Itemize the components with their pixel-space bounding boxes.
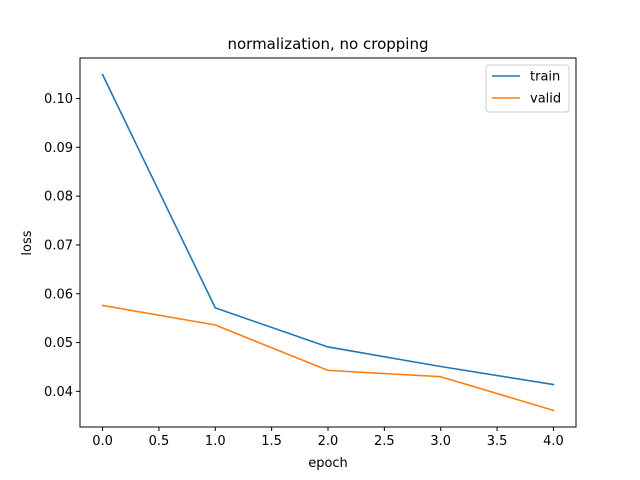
x-axis-label: epoch bbox=[308, 456, 348, 471]
y-tick-label: 0.10 bbox=[44, 92, 73, 107]
x-tick-label: 4.0 bbox=[543, 434, 564, 449]
y-tick-label: 0.04 bbox=[44, 385, 73, 400]
y-tick-label: 0.06 bbox=[44, 287, 73, 302]
legend-label-train: train bbox=[530, 70, 560, 85]
x-tick-label: 0.0 bbox=[92, 434, 113, 449]
legend-entries: train valid bbox=[492, 70, 561, 107]
legend-label-valid: valid bbox=[530, 92, 561, 107]
x-tick-label: 2.0 bbox=[318, 434, 339, 449]
y-tick-label: 0.07 bbox=[44, 238, 73, 253]
x-tick-label: 3.0 bbox=[430, 434, 451, 449]
y-axis-ticks: 0.04 0.05 0.06 0.07 0.08 0.09 0.10 bbox=[44, 92, 80, 400]
legend: train valid bbox=[485, 64, 570, 113]
plot-lines bbox=[101, 73, 555, 412]
x-tick-label: 1.5 bbox=[261, 434, 282, 449]
x-tick-label: 2.5 bbox=[374, 434, 395, 449]
series-line-train bbox=[101, 73, 555, 386]
x-tick-label: 3.5 bbox=[487, 434, 508, 449]
y-tick-label: 0.08 bbox=[44, 190, 73, 205]
y-axis-label: loss bbox=[20, 230, 35, 255]
plot-frame bbox=[79, 57, 577, 428]
y-tick-label: 0.05 bbox=[44, 336, 73, 351]
series-line-valid bbox=[101, 304, 555, 412]
x-axis-ticks: 0.0 0.5 1.0 1.5 2.0 2.5 3.0 3.5 4.0 bbox=[92, 427, 564, 449]
x-tick-label: 1.0 bbox=[205, 434, 226, 449]
y-tick-label: 0.09 bbox=[44, 141, 73, 156]
chart-title: normalization, no cropping bbox=[227, 35, 428, 53]
x-tick-label: 0.5 bbox=[149, 434, 170, 449]
